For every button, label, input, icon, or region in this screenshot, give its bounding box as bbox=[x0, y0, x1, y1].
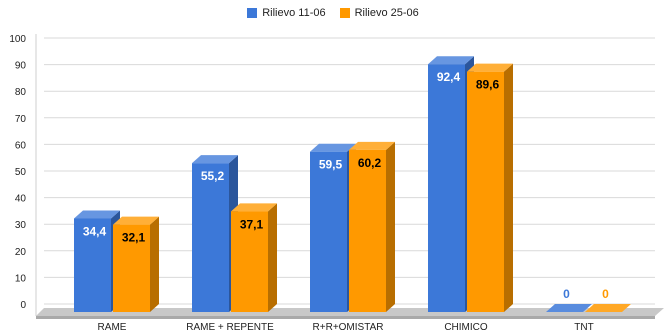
bar-s2-rame-repente-side bbox=[268, 203, 277, 312]
bar-s2-r-r-omistar[interactable] bbox=[349, 149, 386, 312]
chart-legend: Rilievo 11-06 Rilievo 25-06 bbox=[0, 7, 666, 19]
y-tick-label: 60 bbox=[15, 140, 27, 151]
x-tick-label: TNT bbox=[574, 322, 593, 333]
bar-s1-rame-top bbox=[74, 210, 120, 219]
data-label: 89,6 bbox=[476, 78, 500, 92]
y-tick-label: 30 bbox=[15, 220, 27, 231]
x-tick-label: CHIMICO bbox=[444, 322, 488, 333]
bar-s2-rame-repente-top bbox=[231, 203, 277, 212]
chart-floor-edge bbox=[36, 316, 655, 319]
bar-s2-rame-repente[interactable] bbox=[231, 211, 268, 312]
bar-s1-tnt[interactable] bbox=[546, 304, 592, 312]
bar-s2-r-r-omistar-top bbox=[349, 141, 395, 150]
y-tick-label: 10 bbox=[15, 273, 27, 284]
x-tick-label: R+R+OMISTAR bbox=[313, 322, 384, 333]
data-label: 37,1 bbox=[240, 217, 264, 231]
legend-item-series-2[interactable]: Rilievo 25-06 bbox=[339, 7, 419, 19]
y-tick-label: 20 bbox=[15, 247, 27, 258]
data-label: 60,2 bbox=[358, 156, 382, 170]
bar-s1-rame[interactable] bbox=[74, 218, 111, 312]
x-tick-label: RAME + REPENTE bbox=[186, 322, 274, 333]
data-label: 59,5 bbox=[319, 158, 343, 172]
bar-s1-rame-repente[interactable] bbox=[192, 163, 229, 312]
bar-s2-rame[interactable] bbox=[113, 224, 150, 312]
data-label: 34,4 bbox=[83, 224, 107, 238]
y-tick-label: 50 bbox=[15, 167, 27, 178]
data-label: 55,2 bbox=[201, 169, 225, 183]
bar-s2-chimico-side bbox=[504, 63, 513, 312]
data-label: 92,4 bbox=[437, 70, 461, 84]
legend-item-series-1[interactable]: Rilievo 11-06 bbox=[247, 7, 326, 19]
bar-s2-tnt[interactable] bbox=[585, 304, 631, 312]
bar-s2-chimico-top bbox=[467, 63, 513, 72]
legend-label-series-1: Rilievo 11-06 bbox=[262, 7, 326, 19]
y-tick-label: 70 bbox=[15, 114, 27, 125]
bar-s2-chimico[interactable] bbox=[467, 71, 504, 312]
y-tick-label: 80 bbox=[15, 87, 27, 98]
bar-s1-chimico[interactable] bbox=[428, 64, 465, 312]
bar-s1-r-r-omistar-top bbox=[310, 143, 356, 152]
bar-s2-r-r-omistar-side bbox=[386, 141, 395, 312]
legend-swatch-series-2 bbox=[339, 8, 350, 18]
y-tick-label: 100 bbox=[9, 34, 26, 45]
bar-s2-rame-top bbox=[113, 216, 159, 225]
y-tick-label: 40 bbox=[15, 194, 27, 205]
bar-s1-r-r-omistar[interactable] bbox=[310, 151, 347, 312]
data-label: 32,1 bbox=[122, 231, 146, 245]
y-tick-label: 0 bbox=[20, 300, 26, 311]
legend-label-series-2: Rilievo 25-06 bbox=[354, 7, 419, 19]
y-tick-label: 90 bbox=[15, 61, 27, 72]
legend-swatch-series-1 bbox=[247, 8, 258, 18]
x-tick-label: RAME bbox=[98, 322, 127, 333]
data-label: 0 bbox=[563, 287, 570, 301]
bar-s1-rame-repente-top bbox=[192, 155, 238, 164]
data-label: 0 bbox=[602, 287, 609, 301]
bar-s1-chimico-top bbox=[428, 56, 474, 65]
bar-s2-rame-side bbox=[150, 216, 159, 312]
